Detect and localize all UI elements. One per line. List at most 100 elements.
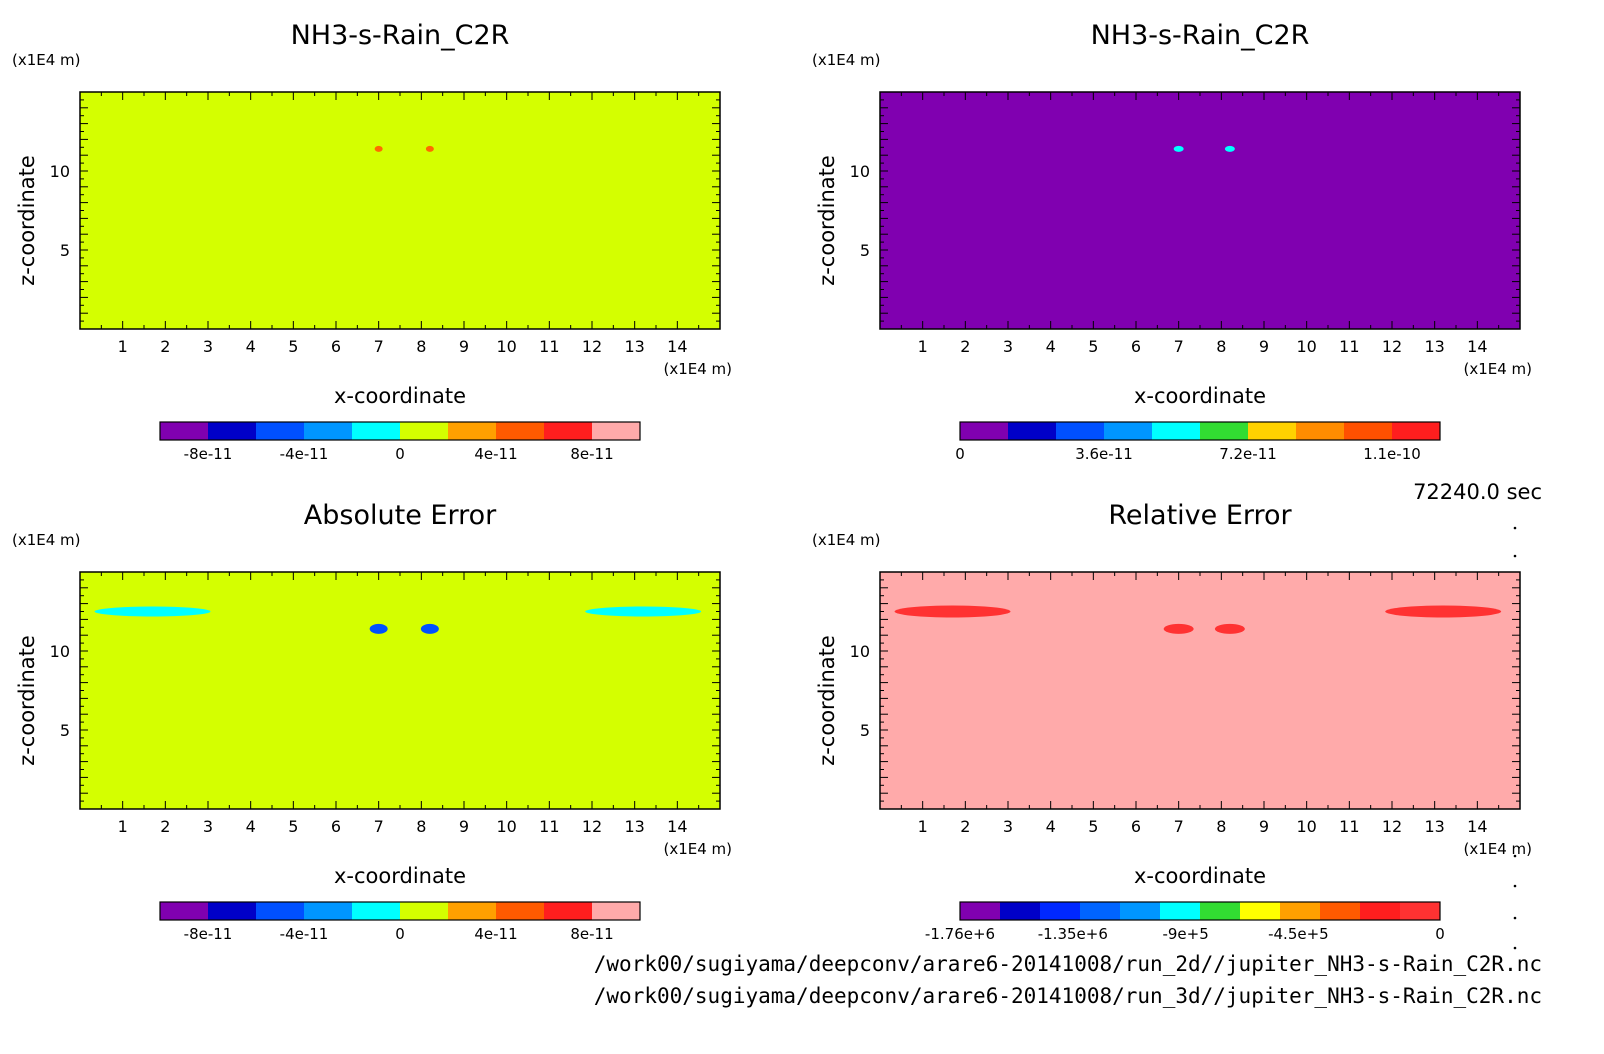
x-unit-label: (x1E4 m) xyxy=(1463,840,1532,858)
x-tick-label: 8 xyxy=(416,337,426,356)
x-tick-label: 2 xyxy=(960,337,970,356)
colorbar-tick-label: -1.76e+6 xyxy=(925,925,995,943)
x-tick-label: 6 xyxy=(1131,817,1141,836)
colorbar-frame xyxy=(159,901,641,921)
x-tick-label: 3 xyxy=(1003,337,1013,356)
colorbar-segment xyxy=(1400,902,1441,920)
colorbar-segment xyxy=(544,422,593,440)
colorbar-segment xyxy=(304,422,353,440)
chart-panel-1: NH3-s-Rain_C2R(x1E4 m)1 2 3 4 5 6 7 8 9 10 11 12 13 1… xyxy=(12,20,732,463)
colorbar-segment xyxy=(544,902,593,920)
contour-feature xyxy=(1224,145,1235,152)
contour-feature xyxy=(94,606,211,617)
x-tick-label: 4 xyxy=(246,337,256,356)
x-tick-label: 3 xyxy=(203,337,213,356)
colorbar-segment xyxy=(304,902,353,920)
x-tick-label: 14 xyxy=(667,337,687,356)
colorbar-segment xyxy=(1200,902,1241,920)
marker-dot xyxy=(1513,554,1517,558)
colorbar-segment xyxy=(960,422,1009,440)
contour-feature xyxy=(585,606,702,617)
marker-dot xyxy=(1513,526,1517,530)
colorbar-tick-label: 0 xyxy=(955,445,965,463)
x-tick-label: 13 xyxy=(1424,337,1444,356)
x-tick-label: 10 xyxy=(1296,817,1316,836)
x-tick-label: 4 xyxy=(1046,337,1056,356)
x-tick-label: 14 xyxy=(1467,817,1487,836)
colorbar-segment xyxy=(1360,902,1401,920)
colorbar-segment xyxy=(448,422,497,440)
colorbar-segment xyxy=(1200,422,1249,440)
y-tick-label: 10 xyxy=(50,642,70,661)
contour-feature xyxy=(1173,145,1184,152)
x-tick-label: 8 xyxy=(1216,337,1226,356)
colorbar-segment xyxy=(1320,902,1361,920)
y-axis-label: z-coordinate xyxy=(15,635,39,766)
colorbar-segment xyxy=(1120,902,1161,920)
x-tick-label: 13 xyxy=(624,337,644,356)
colorbar-tick-label: -8e-11 xyxy=(184,445,233,463)
colorbar-segment xyxy=(400,422,449,440)
colorbar-segment xyxy=(208,902,257,920)
x-tick-label: 3 xyxy=(1003,817,1013,836)
chart-title: Relative Error xyxy=(1108,500,1292,531)
y-tick-label: 10 xyxy=(850,642,870,661)
x-tick-label: 9 xyxy=(459,817,469,836)
colorbar: -8e-11 -4e-11 0 4e-11 8e-11 xyxy=(159,421,641,463)
colorbar-segment xyxy=(592,902,641,920)
colorbar-segment xyxy=(1000,902,1041,920)
x-axis-label: x-coordinate xyxy=(334,864,466,888)
x-tick-label: 10 xyxy=(1296,337,1316,356)
x-tick-label: 13 xyxy=(624,817,644,836)
x-tick-label: 12 xyxy=(582,337,602,356)
file-path-2d: /work00/sugiyama/deepconv/arare6-2014100… xyxy=(593,952,1542,976)
x-tick-label: 13 xyxy=(1424,817,1444,836)
y-unit-label: (x1E4 m) xyxy=(12,531,81,549)
x-tick-label: 12 xyxy=(1382,817,1402,836)
y-tick-label: 5 xyxy=(60,241,70,260)
x-tick-label: 7 xyxy=(1174,337,1184,356)
contour-feature xyxy=(420,623,439,634)
marker-dot xyxy=(1513,946,1517,950)
colorbar-tick-label: 8e-11 xyxy=(570,925,613,943)
x-tick-label: 2 xyxy=(160,337,170,356)
x-tick-label: 1 xyxy=(918,337,928,356)
colorbar-frame xyxy=(959,421,1441,441)
colorbar-segment xyxy=(1280,902,1321,920)
colorbar-segment xyxy=(160,422,209,440)
y-unit-label: (x1E4 m) xyxy=(812,51,881,69)
y-tick-label: 5 xyxy=(860,721,870,740)
chart-panel-2: NH3-s-Rain_C2R(x1E4 m)1 2 3 4 5 6 7 8 9 10 11 12 13 1… xyxy=(812,20,1532,463)
chart-panel-4: Relative Error(x1E4 m)1 2 3 4 5 6 7 8 9 10 11 12 13 1… xyxy=(812,500,1532,943)
colorbar-tick-label: 0 xyxy=(395,925,405,943)
x-tick-label: 11 xyxy=(1339,817,1359,836)
x-unit-label: (x1E4 m) xyxy=(663,840,732,858)
colorbar-tick-label: 8e-11 xyxy=(570,445,613,463)
colorbar-tick-label: 0 xyxy=(1435,925,1445,943)
x-tick-label: 2 xyxy=(960,817,970,836)
colorbar-frame xyxy=(959,901,1441,921)
colorbar-segment xyxy=(160,902,209,920)
x-tick-label: 6 xyxy=(1131,337,1141,356)
colorbar-segment xyxy=(496,422,545,440)
x-tick-label: 10 xyxy=(496,337,516,356)
colorbar-segment xyxy=(1248,422,1297,440)
x-tick-label: 3 xyxy=(203,817,213,836)
colorbar-segment xyxy=(208,422,257,440)
x-tick-label: 8 xyxy=(1216,817,1226,836)
colorbar-tick-label: -9e+5 xyxy=(1162,925,1208,943)
colorbar-segment xyxy=(1160,902,1201,920)
colorbar-segment xyxy=(960,902,1001,920)
x-tick-label: 7 xyxy=(374,817,384,836)
colorbar: -1.76e+6 -1.35e+6 -9e+5 -4.5e+5 0 xyxy=(925,901,1445,943)
colorbar-tick-label: -1.35e+6 xyxy=(1038,925,1108,943)
chart-title: NH3-s-Rain_C2R xyxy=(291,20,510,51)
x-tick-label: 7 xyxy=(374,337,384,356)
colorbar-segment xyxy=(400,902,449,920)
colorbar-tick-label: 4e-11 xyxy=(474,445,517,463)
y-unit-label: (x1E4 m) xyxy=(12,51,81,69)
colorbar-segment xyxy=(1152,422,1201,440)
y-axis-label: z-coordinate xyxy=(15,155,39,286)
colorbar-tick-label: -4e-11 xyxy=(280,925,329,943)
